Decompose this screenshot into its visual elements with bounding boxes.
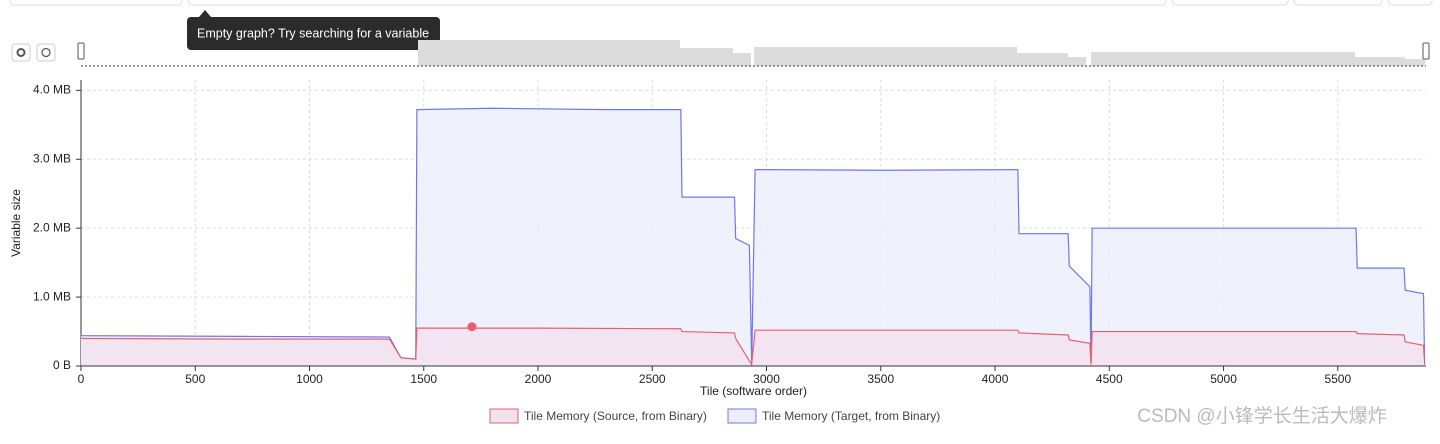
tooltip-arrow [199, 10, 211, 17]
x-tick-label: 1500 [410, 372, 437, 386]
y-tick-label: 4.0 MB [33, 83, 71, 97]
x-tick-label: 4500 [1096, 372, 1123, 386]
watermark: CSDN @小锋学长生活大爆炸 [1137, 405, 1386, 427]
tooltip [187, 17, 440, 50]
y-axis-label: Variable size [9, 189, 23, 257]
legend-label: Tile Memory (Source, from Binary) [524, 409, 707, 423]
series-line [80, 327, 1426, 367]
x-tick-label: 1000 [296, 372, 323, 386]
gear-icon [16, 48, 26, 57]
legend-swatch[interactable] [727, 408, 757, 424]
minimap[interactable] [418, 40, 1425, 66]
button[interactable] [1171, 0, 1289, 6]
x-tick-label: 2500 [639, 372, 666, 386]
highlight-point [467, 322, 477, 332]
legend-label: Tile Memory (Target, from Binary) [762, 409, 940, 423]
y-tick-label: 0 B [53, 358, 71, 372]
x-tick-label: 3500 [867, 372, 894, 386]
y-tick-label: 3.0 MB [33, 151, 71, 165]
settings-button[interactable] [11, 43, 31, 62]
series-line [80, 107, 1426, 365]
refresh-icon [41, 47, 51, 58]
tooltip-text: Empty graph? Try searching for a variabl… [197, 26, 429, 40]
x-tick-label: 3000 [753, 372, 780, 386]
x-axis-label: Tile (software order) [700, 384, 807, 398]
y-tick-label: 2.0 MB [33, 220, 71, 234]
minimap-handle[interactable] [77, 42, 85, 60]
x-tick-label: 0 [78, 372, 85, 386]
refresh-button[interactable] [36, 43, 56, 62]
x-tick-label: 5000 [1210, 372, 1237, 386]
minimap-handle[interactable] [1422, 42, 1430, 60]
legend-swatch[interactable] [489, 408, 519, 424]
button[interactable] [1387, 0, 1433, 6]
button[interactable] [1293, 0, 1383, 6]
x-tick-label: 4000 [982, 372, 1009, 386]
y-tick-label: 1.0 MB [33, 289, 71, 303]
x-tick-label: 2000 [525, 372, 552, 386]
x-tick-label: 500 [185, 372, 205, 386]
input[interactable] [9, 0, 183, 6]
x-tick-label: 5500 [1324, 372, 1351, 386]
search-input[interactable] [187, 0, 1167, 6]
